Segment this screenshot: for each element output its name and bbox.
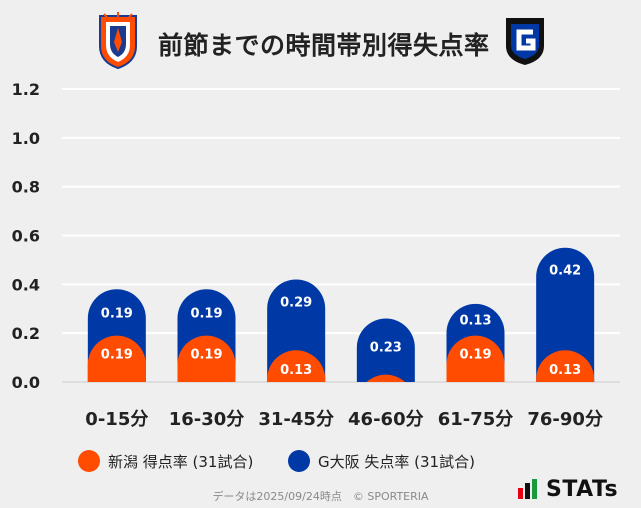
x-axis-ticks: 0-15分 16-30分 31-45分 46-60分 61-75分 76-90分 bbox=[85, 409, 603, 430]
x-tick-label: 31-45分 bbox=[258, 409, 334, 430]
brand: STATs bbox=[518, 476, 618, 502]
bar-away bbox=[356, 318, 415, 382]
legend-item-home: 新潟 得点率 (31試合) bbox=[78, 448, 253, 474]
y-tick-label: 0.8 bbox=[12, 178, 40, 197]
bar-label-away: 0.19 bbox=[101, 306, 133, 321]
brand-name: STATs bbox=[546, 476, 619, 502]
x-tick-label: 76-90分 bbox=[527, 409, 603, 430]
legend-label-home: 新潟 得点率 (31試合) bbox=[108, 452, 254, 471]
legend-item-away: G大阪 失点率 (31試合) bbox=[288, 448, 475, 474]
chart: 0.00.20.40.60.81.01.2 0.190.190.190.190.… bbox=[12, 80, 620, 430]
bar-label-home: 0.13 bbox=[280, 363, 312, 378]
x-tick-label: 0-15分 bbox=[85, 409, 148, 430]
y-tick-label: 0.6 bbox=[12, 227, 40, 246]
bar-label-away: 0.23 bbox=[370, 341, 402, 356]
bar-label-home: 0.19 bbox=[190, 348, 222, 363]
bar-label-away: 0.19 bbox=[190, 306, 222, 321]
bar-home bbox=[267, 350, 326, 382]
y-axis-ticks: 0.0 0.2 0.4 0.6 0.8 1.0 1.2 bbox=[12, 80, 40, 392]
legend-swatch-home bbox=[78, 450, 100, 472]
footer-note: データは2025/09/24時点 © SPORTERIA bbox=[212, 490, 429, 503]
bar-label-away: 0.42 bbox=[549, 264, 581, 279]
bar-label-home: 0.19 bbox=[459, 348, 491, 363]
albirex-niigata-logo bbox=[96, 12, 140, 74]
bar-home bbox=[177, 335, 236, 382]
x-tick-label: 61-75分 bbox=[438, 409, 514, 430]
bar-home bbox=[536, 350, 595, 382]
bar-home bbox=[87, 335, 146, 382]
y-tick-label: 0.0 bbox=[12, 373, 40, 392]
x-tick-label: 46-60分 bbox=[348, 409, 424, 430]
stats-logo-icon bbox=[518, 479, 537, 499]
legend-label-away: G大阪 失点率 (31試合) bbox=[318, 452, 475, 471]
bars: 0.19 0.19 0.19 0.19 0.13 0.29 0.23 0.19 0.13 0.13… bbox=[87, 247, 595, 382]
gamba-osaka-logo bbox=[503, 16, 547, 70]
bar-label-home: 0.13 bbox=[549, 363, 581, 378]
bar-label-home: 0.19 bbox=[101, 348, 133, 363]
y-tick-label: 0.2 bbox=[12, 324, 40, 343]
bar-label-away: 0.29 bbox=[280, 295, 312, 310]
bar-home bbox=[446, 335, 505, 382]
y-tick-label: 1.0 bbox=[12, 129, 40, 148]
bar-label-away: 0.13 bbox=[459, 314, 491, 329]
bar-away bbox=[536, 247, 595, 382]
x-tick-label: 16-30分 bbox=[169, 409, 245, 430]
page-title: 前節までの時間帯別得失点率 bbox=[158, 31, 490, 60]
grid-lines bbox=[62, 88, 620, 383]
y-tick-label: 1.2 bbox=[12, 80, 40, 99]
bar-home bbox=[366, 374, 406, 382]
legend-swatch-away bbox=[288, 450, 310, 472]
y-tick-label: 0.4 bbox=[12, 275, 40, 294]
